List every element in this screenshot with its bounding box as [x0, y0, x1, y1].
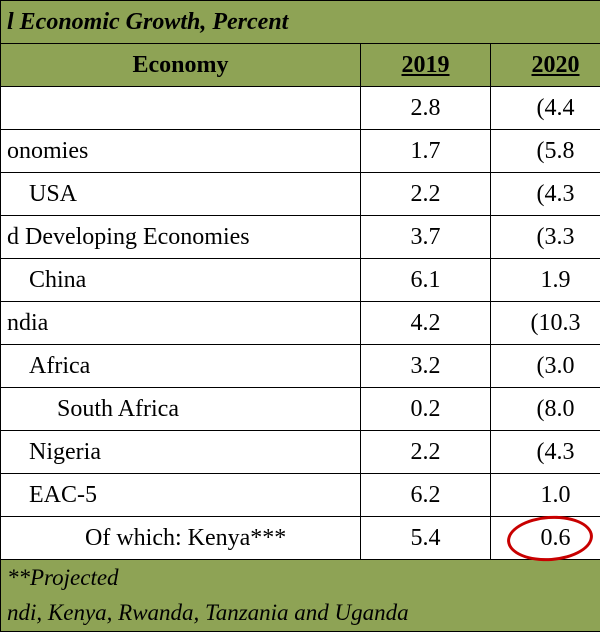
- table-row: 2.8(4.4: [1, 87, 600, 130]
- table-header-row: Economy 2019 2020: [1, 44, 600, 87]
- table-title: l Economic Growth, Percent: [1, 1, 600, 44]
- row-label: ndia: [1, 302, 361, 345]
- cell-2019: 2.8: [361, 87, 491, 130]
- cell-2020: 0.6: [491, 517, 600, 560]
- table-row: onomies1.7(5.8: [1, 130, 600, 173]
- cell-2019: 1.7: [361, 130, 491, 173]
- row-label: EAC-5: [1, 474, 361, 517]
- cell-2019: 3.7: [361, 216, 491, 259]
- row-label: USA: [1, 173, 361, 216]
- row-label: South Africa: [1, 388, 361, 431]
- table-row: USA2.2(4.3: [1, 173, 600, 216]
- table-row: South Africa0.2(8.0: [1, 388, 600, 431]
- row-label: China: [1, 259, 361, 302]
- economic-growth-table: l Economic Growth, Percent Economy 2019 …: [0, 0, 600, 632]
- footnote-row: **Projected: [1, 560, 600, 596]
- row-label: [1, 87, 361, 130]
- cell-2019: 6.2: [361, 474, 491, 517]
- cell-2020: (4.3: [491, 431, 600, 474]
- cell-2019: 5.4: [361, 517, 491, 560]
- row-label: d Developing Economies: [1, 216, 361, 259]
- economic-growth-table-wrap: l Economic Growth, Percent Economy 2019 …: [0, 0, 600, 632]
- footnote-row: ndi, Kenya, Rwanda, Tanzania and Uganda: [1, 596, 600, 632]
- footnote-projected: **Projected: [1, 560, 600, 596]
- cell-2020: 1.0: [491, 474, 600, 517]
- row-label: Of which: Kenya***: [1, 517, 361, 560]
- table-row: Of which: Kenya***5.40.6: [1, 517, 600, 560]
- row-label: Africa: [1, 345, 361, 388]
- cell-2019: 6.1: [361, 259, 491, 302]
- cell-2019: 4.2: [361, 302, 491, 345]
- cell-2019: 3.2: [361, 345, 491, 388]
- cell-2020: (10.3: [491, 302, 600, 345]
- footnote-eac: ndi, Kenya, Rwanda, Tanzania and Uganda: [1, 596, 600, 632]
- cell-2020: (8.0: [491, 388, 600, 431]
- col-header-2020: 2020: [491, 44, 600, 87]
- cell-2019: 0.2: [361, 388, 491, 431]
- table-row: Africa3.2(3.0: [1, 345, 600, 388]
- table-row: Nigeria2.2(4.3: [1, 431, 600, 474]
- row-label: Nigeria: [1, 431, 361, 474]
- cell-2019: 2.2: [361, 431, 491, 474]
- cell-2020: (3.3: [491, 216, 600, 259]
- cell-2020: (5.8: [491, 130, 600, 173]
- table-row: EAC-56.21.0: [1, 474, 600, 517]
- cell-2020: 1.9: [491, 259, 600, 302]
- cell-2020: (3.0: [491, 345, 600, 388]
- col-header-2019: 2019: [361, 44, 491, 87]
- cell-2019: 2.2: [361, 173, 491, 216]
- table-row: d Developing Economies3.7(3.3: [1, 216, 600, 259]
- cell-2020: (4.3: [491, 173, 600, 216]
- col-header-economy: Economy: [1, 44, 361, 87]
- table-title-row: l Economic Growth, Percent: [1, 1, 600, 44]
- cell-2020: (4.4: [491, 87, 600, 130]
- table-row: ndia4.2(10.3: [1, 302, 600, 345]
- row-label: onomies: [1, 130, 361, 173]
- table-row: China6.11.9: [1, 259, 600, 302]
